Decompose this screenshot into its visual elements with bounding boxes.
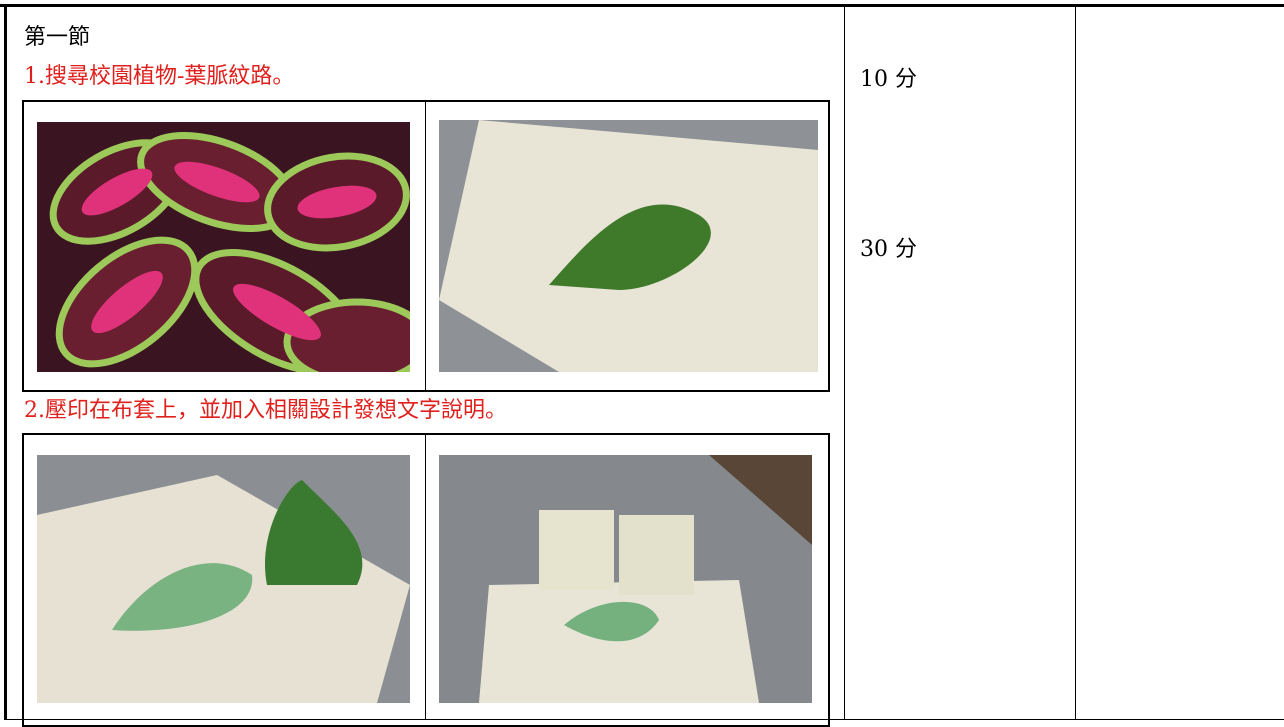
photo-divider [425,100,426,390]
column-divider [844,4,845,720]
step-heading: 1.搜尋校園植物-葉脈紋路。 [24,64,295,89]
step-heading: 2.壓印在布套上，並加入相關設計發想文字說明。 [24,398,507,423]
section-title: 第一節 [24,25,91,50]
column-divider [1075,4,1076,720]
photo [37,455,410,703]
time-label: 30 分 [860,237,917,262]
table-top-border [0,4,1284,7]
photo [439,120,818,372]
photo-divider [425,433,426,720]
time-label: 10 分 [860,67,917,92]
photo [37,122,410,372]
table-left-border [4,4,7,720]
photo-table [22,100,830,392]
photo [439,455,812,703]
